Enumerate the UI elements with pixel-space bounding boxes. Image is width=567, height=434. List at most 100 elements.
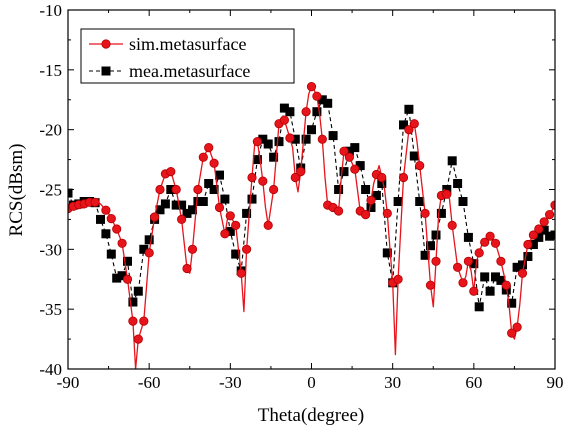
y-tick-label: -20 [39, 121, 62, 140]
data-point-mea [436, 208, 446, 218]
data-point-mea [160, 199, 170, 209]
y-tick-label: -35 [39, 300, 62, 319]
data-point-mea [123, 256, 132, 266]
data-point-sim [263, 220, 273, 230]
data-point-sim [312, 91, 322, 101]
data-point-sim [344, 152, 354, 162]
data-point-mea [117, 271, 127, 281]
y-tick-label: -10 [39, 1, 62, 20]
data-point-mea [512, 262, 522, 272]
x-tick-label: 30 [384, 373, 401, 392]
data-point-sim [490, 238, 501, 248]
data-point-sim [122, 274, 133, 284]
data-point-mea [382, 248, 392, 258]
data-point-mea [480, 272, 490, 282]
data-point-sim [193, 184, 203, 195]
data-point-mea [550, 230, 555, 240]
data-point-mea [96, 214, 105, 224]
data-point-mea [290, 134, 300, 144]
data-point-sim [458, 278, 468, 288]
data-point-sim [523, 239, 533, 250]
data-point-sim [420, 208, 430, 218]
data-point-mea [231, 249, 241, 259]
x-tick-label: -90 [57, 373, 80, 392]
x-axis-title: Theta(degree) [258, 405, 365, 426]
data-point-mea [404, 104, 414, 114]
x-tick-label: 90 [547, 373, 564, 392]
data-point-mea [344, 146, 354, 156]
data-point-mea [539, 225, 549, 235]
data-point-mea [317, 95, 327, 105]
data-point-mea [285, 107, 295, 117]
data-point-mea [355, 161, 365, 171]
data-point-mea [501, 285, 511, 295]
data-point-mea [463, 232, 473, 242]
data-point-mea [334, 185, 344, 194]
data-point-mea [188, 205, 197, 215]
data-point-sim [463, 256, 473, 266]
data-point-sim [317, 134, 327, 144]
data-point-sim [539, 217, 549, 227]
series-layer [68, 82, 555, 369]
data-point-sim [393, 274, 403, 284]
data-point-sim [220, 229, 230, 239]
data-point-mea [247, 194, 257, 204]
data-point-sim [279, 115, 289, 125]
data-point-sim [469, 286, 479, 296]
data-point-mea [371, 191, 381, 200]
data-point-mea [307, 125, 316, 135]
data-point-sim [112, 224, 122, 234]
data-point-sim [425, 280, 436, 290]
data-point-sim [544, 210, 555, 220]
data-point-sim [117, 238, 127, 248]
data-point-sim [517, 268, 528, 278]
data-point-mea [225, 226, 235, 236]
data-point-mea [339, 167, 349, 177]
data-point-mea [258, 134, 268, 144]
data-point-mea [312, 107, 322, 117]
data-point-sim [198, 152, 208, 162]
data-point-sim [301, 107, 311, 117]
x-tick-label: -60 [138, 373, 161, 392]
data-point-mea [518, 260, 527, 270]
data-point-mea [128, 297, 138, 307]
data-point-sim [442, 189, 452, 199]
data-point-mea [458, 197, 468, 206]
data-point-mea [301, 134, 311, 144]
data-point-sim [447, 220, 457, 230]
data-point-mea [215, 170, 224, 180]
data-point-sim [350, 164, 360, 174]
data-point-mea [177, 200, 187, 210]
data-point-sim [209, 158, 219, 168]
data-point-sim [507, 328, 517, 338]
data-point-mea [361, 185, 371, 194]
data-point-mea [474, 302, 484, 312]
data-point-mea [409, 151, 419, 161]
y-tick-label: -40 [39, 360, 62, 379]
legend-label-sim: sim.metasurface [129, 34, 246, 54]
data-point-sim [377, 172, 387, 183]
data-point-sim [177, 214, 187, 224]
data-point-sim [247, 172, 257, 183]
data-point-sim [236, 268, 246, 278]
data-point-mea [496, 275, 506, 285]
data-point-mea [447, 156, 457, 166]
data-point-sim [231, 220, 241, 230]
data-point-mea [204, 179, 214, 188]
legend-marker-mea [101, 66, 111, 76]
x-tick-label: 60 [465, 373, 482, 392]
data-point-mea [453, 179, 463, 188]
legend-marker-sim [101, 39, 111, 49]
data-point-mea [534, 232, 544, 242]
data-point-mea [263, 139, 273, 149]
data-point-mea [545, 231, 555, 241]
data-point-sim [404, 125, 414, 135]
data-point-sim [242, 244, 252, 254]
data-point-mea [106, 249, 116, 259]
data-point-sim [155, 184, 165, 195]
data-point-mea [139, 244, 149, 254]
data-point-mea [252, 155, 262, 165]
data-point-mea [415, 197, 425, 206]
data-point-sim [268, 184, 279, 195]
data-point-sim [485, 231, 495, 241]
